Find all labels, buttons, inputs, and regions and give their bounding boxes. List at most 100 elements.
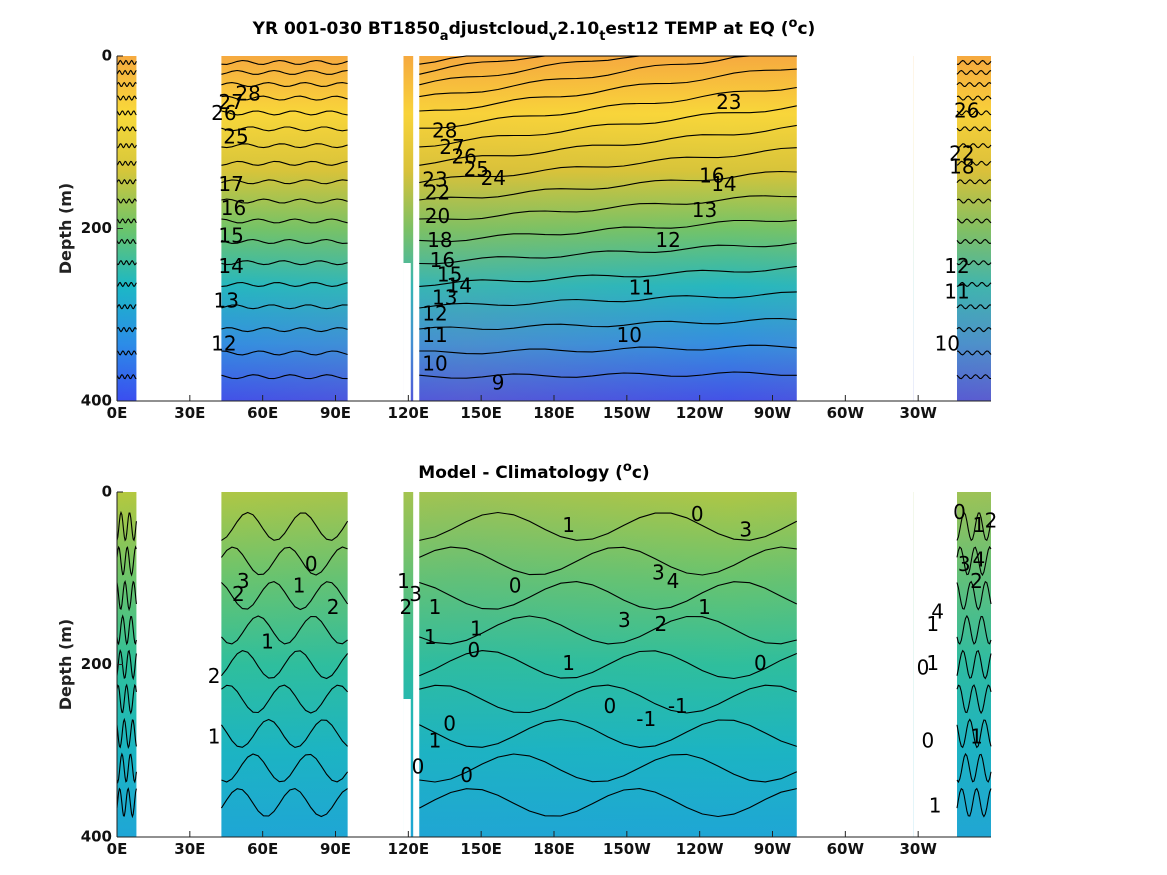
contour-line bbox=[419, 219, 797, 243]
contour-line bbox=[956, 59, 992, 65]
contour-label: 1 bbox=[424, 625, 437, 649]
contour-line bbox=[116, 179, 137, 185]
contour-label: 3 bbox=[237, 569, 250, 593]
contour-label: 4 bbox=[667, 569, 680, 593]
contour-label: 15 bbox=[437, 262, 462, 286]
contour-line bbox=[956, 649, 992, 680]
contour-line bbox=[116, 281, 137, 288]
contour-label: 0 bbox=[460, 763, 473, 787]
contour-label: 25 bbox=[464, 157, 489, 181]
contour-line bbox=[116, 580, 137, 612]
contour-label: 1 bbox=[926, 612, 939, 636]
contour-line bbox=[116, 327, 137, 333]
contour-line bbox=[116, 95, 137, 101]
contour-label: -1 bbox=[636, 707, 656, 731]
contour-label: 1 bbox=[970, 724, 983, 748]
contour-line bbox=[116, 304, 137, 310]
contour-line bbox=[956, 281, 992, 288]
contour-line bbox=[116, 198, 137, 204]
contour-line bbox=[419, 650, 798, 680]
contour-line bbox=[419, 86, 797, 129]
contour-label: 25 bbox=[223, 124, 248, 148]
contour-label: 1 bbox=[926, 651, 939, 675]
land-mask bbox=[347, 491, 404, 838]
contour-label: 17 bbox=[218, 172, 243, 196]
contour-line bbox=[221, 753, 349, 783]
contour-label: 0 bbox=[953, 500, 966, 524]
contour-label: 28 bbox=[235, 81, 260, 105]
contour-label: 14 bbox=[218, 254, 243, 278]
contour-line bbox=[419, 55, 797, 98]
contour-label: 13 bbox=[214, 288, 239, 312]
contour-line bbox=[419, 371, 797, 379]
contour-line bbox=[221, 95, 348, 101]
contour-label: 12 bbox=[655, 228, 680, 252]
contour-line bbox=[221, 160, 348, 166]
contour-line bbox=[116, 238, 137, 245]
contour-label: 0 bbox=[468, 638, 481, 662]
contour-label: 23 bbox=[716, 90, 741, 114]
contour-label: 12 bbox=[944, 254, 969, 278]
contour-line bbox=[956, 218, 992, 224]
x-tick-label: 30W bbox=[899, 840, 937, 858]
contour-line bbox=[221, 198, 348, 204]
contour-label: 2 bbox=[985, 509, 998, 533]
contour-line bbox=[221, 179, 348, 185]
contour-line bbox=[116, 373, 137, 380]
land-mask bbox=[136, 491, 222, 838]
contour-line bbox=[956, 787, 992, 818]
contour-label: 0 bbox=[917, 655, 930, 679]
contour-line bbox=[956, 238, 992, 244]
contour-line bbox=[116, 614, 137, 646]
x-tick-label: 30W bbox=[899, 404, 937, 422]
contour-label: 18 bbox=[949, 155, 974, 179]
contour-line bbox=[956, 752, 992, 784]
contour-label: 3 bbox=[739, 517, 752, 541]
x-tick-label: 150E bbox=[460, 404, 502, 422]
contour-line bbox=[956, 160, 992, 166]
contour-line bbox=[116, 259, 137, 266]
contour-line bbox=[956, 69, 992, 75]
contour-line bbox=[116, 110, 137, 116]
land-mask bbox=[413, 55, 420, 402]
contour-line bbox=[956, 198, 992, 204]
contour-label: 2 bbox=[970, 569, 983, 593]
contour-label: 27 bbox=[439, 135, 464, 159]
contour-label: 12 bbox=[422, 301, 447, 325]
contour-label: 2 bbox=[400, 595, 413, 619]
contour-line bbox=[116, 752, 137, 784]
contour-label: -1 bbox=[668, 694, 688, 718]
contour-line bbox=[116, 683, 137, 715]
contour-line bbox=[116, 81, 137, 88]
contour-line bbox=[116, 143, 137, 149]
contour-line bbox=[419, 581, 798, 611]
contour-line bbox=[116, 545, 137, 577]
contour-line bbox=[220, 615, 348, 645]
land-mask bbox=[913, 55, 958, 402]
y-tick-label: 200 bbox=[81, 655, 112, 673]
x-tick-label: 30E bbox=[174, 840, 205, 858]
contour-line bbox=[419, 317, 797, 331]
contour-line bbox=[956, 718, 992, 749]
contour-label: 0 bbox=[691, 502, 704, 526]
contour-line bbox=[116, 350, 137, 356]
chart-title: Model - Climatology (oc) bbox=[418, 460, 649, 483]
contour-line bbox=[956, 143, 992, 149]
contour-line bbox=[221, 281, 348, 287]
contour-label: 1 bbox=[562, 513, 575, 537]
contour-label: 1 bbox=[470, 617, 483, 641]
contour-label: 4 bbox=[972, 548, 985, 572]
contour-label: 22 bbox=[949, 142, 974, 166]
contour-label: 10 bbox=[422, 351, 447, 375]
x-tick-label: 90W bbox=[754, 840, 792, 858]
contour-label: 16 bbox=[699, 163, 724, 187]
contour-label: 4 bbox=[931, 599, 944, 623]
contour-label: 3 bbox=[409, 582, 422, 606]
contour-label: 11 bbox=[422, 323, 447, 347]
land-mask bbox=[413, 491, 420, 838]
contour-line bbox=[419, 242, 797, 265]
land-mask bbox=[403, 699, 411, 837]
contour-label: 11 bbox=[629, 275, 654, 299]
